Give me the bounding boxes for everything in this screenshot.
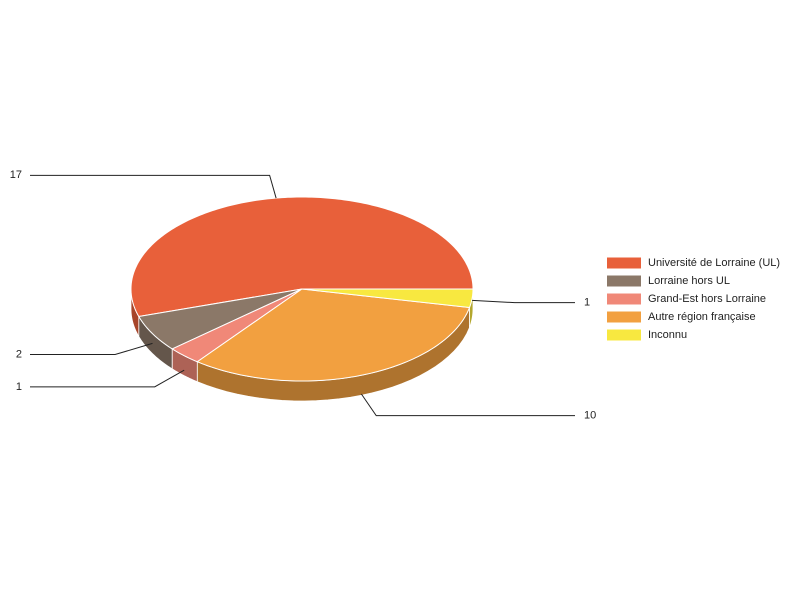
legend-swatch [607,311,641,323]
slice [130,196,474,318]
legend-label: Autre région française [648,311,756,323]
legend-label: Grand-Est hors Lorraine [648,293,766,305]
slice [301,288,474,309]
data-label: 17 [10,169,22,181]
legend-swatch [607,257,641,269]
leader-line [472,299,575,304]
data-label: 1 [16,381,22,393]
leader-line [30,174,277,199]
data-label: 2 [16,348,22,360]
slice [171,288,303,363]
slice [196,288,471,382]
leader-line [30,369,185,388]
legend-label: Lorraine hors UL [648,275,730,287]
slice [138,288,303,350]
legend-swatch [607,275,641,287]
leader-line [30,342,153,356]
data-label: 1 [584,297,590,309]
leader-line [360,393,575,417]
legend-swatch [607,329,641,341]
legend-label: Université de Lorraine (UL) [648,257,780,269]
data-label: 10 [584,410,596,422]
legend-label: Inconnu [648,329,687,341]
legend-swatch [607,293,641,305]
